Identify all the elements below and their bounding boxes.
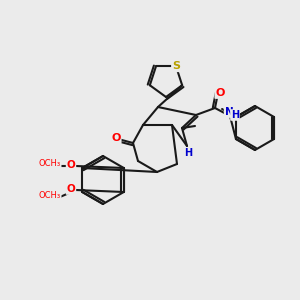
Text: OCH₃: OCH₃ — [39, 190, 61, 200]
Text: O: O — [111, 133, 121, 143]
Text: OCH₃: OCH₃ — [39, 160, 61, 169]
Text: H: H — [184, 148, 192, 158]
Text: N: N — [225, 107, 233, 117]
Text: O: O — [67, 160, 75, 170]
Text: S: S — [172, 61, 180, 71]
Text: O: O — [215, 88, 225, 98]
Text: H: H — [231, 110, 239, 120]
Text: O: O — [67, 184, 75, 194]
